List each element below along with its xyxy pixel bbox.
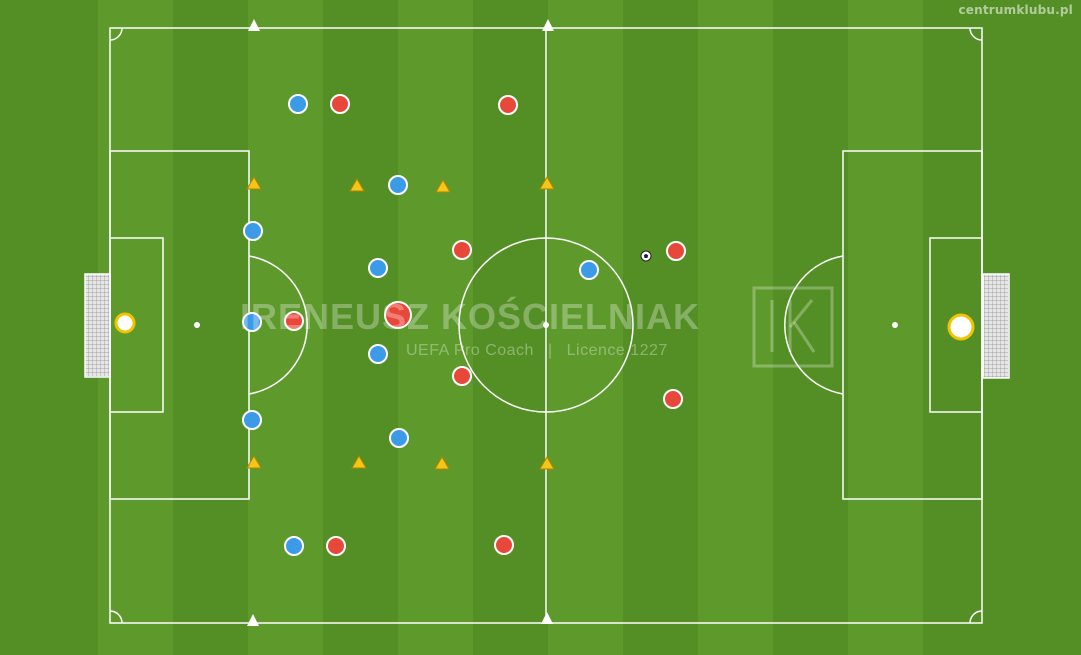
cone-marker [351, 455, 367, 469]
left-penalty-arc [248, 255, 308, 395]
right-goal-area [929, 237, 983, 413]
site-url[interactable]: centrumklubu.pl [958, 3, 1073, 17]
player-blue[interactable] [389, 428, 409, 448]
player-blue[interactable] [284, 536, 304, 556]
pitch-stripe [698, 0, 773, 655]
left-penalty-spot [194, 322, 200, 328]
cone-marker [434, 456, 450, 470]
player-blue[interactable] [368, 344, 388, 364]
watermark-coach-name: IRENEUSZ KOŚCIELNIAK [240, 296, 701, 337]
goalkeeper-marker[interactable] [947, 313, 975, 341]
cone-marker [539, 176, 555, 190]
cone-marker [435, 179, 451, 193]
player-blue[interactable] [388, 175, 408, 195]
cone-marker [246, 176, 262, 190]
pitch-stripe [848, 0, 923, 655]
corner-arc-top-left [109, 27, 123, 41]
watermark-role: UEFA Pro Coach [406, 342, 534, 359]
player-blue[interactable] [242, 410, 262, 430]
right-penalty-spot [892, 322, 898, 328]
pitch-spots [194, 322, 898, 328]
player-red[interactable] [326, 536, 346, 556]
ik-monogram-icon [752, 286, 834, 368]
corner-arc-top-right [969, 27, 983, 41]
right-penalty-arc [784, 255, 844, 395]
cone-marker [539, 456, 555, 470]
center-circle [458, 237, 634, 413]
marker-triangle-top-left [248, 19, 260, 31]
players-layer [114, 94, 975, 556]
right-goal-net [982, 273, 1010, 379]
watermark-licence: Licence 1227 [566, 342, 668, 359]
marker-triangle-bottom-center [541, 612, 553, 624]
corner-arc-bottom-left [109, 610, 123, 624]
player-red-highlighted[interactable] [384, 301, 412, 329]
player-red[interactable] [498, 95, 518, 115]
cone-marker [246, 455, 262, 469]
player-red[interactable] [663, 389, 683, 409]
marker-triangle-top-center [542, 19, 554, 31]
player-blue[interactable] [579, 260, 599, 280]
player-red[interactable] [452, 366, 472, 386]
player-red[interactable] [666, 241, 686, 261]
center-spot [543, 322, 549, 328]
player-blue[interactable] [243, 221, 263, 241]
watermark-subtitle: UEFA Pro Coach | Licence 1227 [406, 342, 668, 360]
player-blue[interactable] [242, 312, 262, 332]
player-blue[interactable] [288, 94, 308, 114]
cone-marker [349, 178, 365, 192]
pitch-stripe [398, 0, 473, 655]
training-cones [246, 176, 555, 470]
football-ball-icon[interactable] [640, 250, 652, 262]
halfway-markers [247, 19, 554, 626]
corner-arc-bottom-right [969, 610, 983, 624]
player-red[interactable] [330, 94, 350, 114]
watermark-separator: | [547, 342, 553, 359]
goalkeeper-marker[interactable] [114, 312, 136, 334]
left-goal-net [84, 273, 111, 378]
player-red[interactable] [284, 311, 304, 331]
player-red[interactable] [494, 535, 514, 555]
pitch-stripe [548, 0, 623, 655]
player-blue[interactable] [368, 258, 388, 278]
player-red[interactable] [452, 240, 472, 260]
marker-triangle-bottom-left [247, 614, 259, 626]
